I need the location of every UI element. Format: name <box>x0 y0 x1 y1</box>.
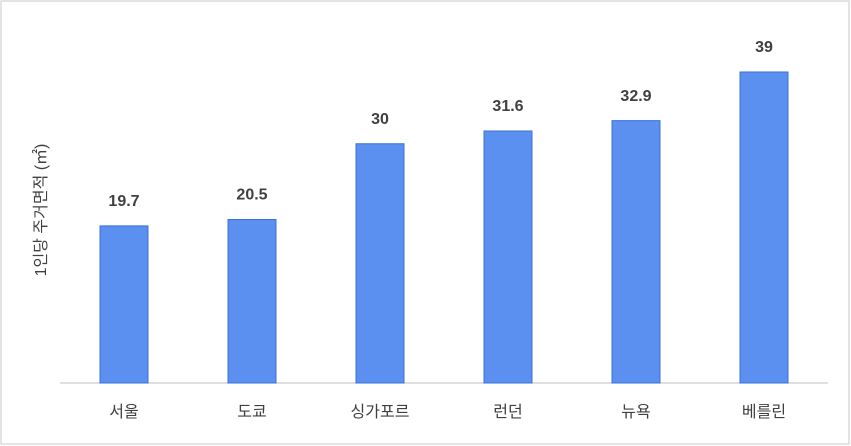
x-tick-label: 서울 <box>109 403 138 421</box>
bar <box>227 219 277 384</box>
value-label: 39 <box>755 39 773 56</box>
x-tick-label: 뉴욕 <box>621 403 650 421</box>
bar <box>739 71 789 384</box>
value-label: 19.7 <box>108 193 139 210</box>
bar <box>355 143 405 384</box>
x-tick-label: 싱가포르 <box>351 403 410 421</box>
value-label: 30 <box>371 111 389 128</box>
x-tick-label: 베를린 <box>742 403 786 421</box>
value-label: 31.6 <box>492 98 523 115</box>
x-tick-label: 도쿄 <box>237 404 266 421</box>
bar <box>99 225 149 384</box>
bar <box>611 120 661 384</box>
value-label: 32.9 <box>620 88 651 105</box>
value-label: 20.5 <box>236 187 267 204</box>
y-axis-label: 1인당 주거면적 (㎡) <box>32 144 50 277</box>
bar <box>483 130 533 384</box>
x-tick-label: 런던 <box>493 403 522 421</box>
